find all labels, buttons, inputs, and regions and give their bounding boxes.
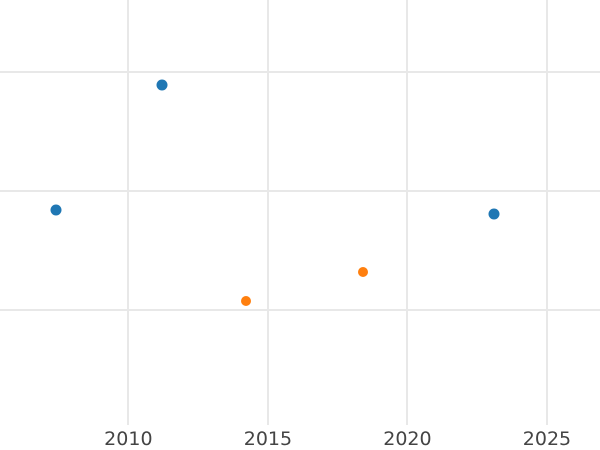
vertical-gridline [266,0,269,425]
x-tick-label: 2020 [383,428,432,450]
blue-series-data-point [156,79,168,91]
x-tick-label: 2015 [243,428,293,450]
horizontal-gridline [0,308,600,311]
vertical-gridline [406,0,409,425]
blue-series-data-point [488,208,500,220]
horizontal-gridline [0,190,600,193]
orange-series-data-point [240,296,251,307]
plot-area [0,0,600,425]
orange-series-data-point [357,266,368,277]
blue-series-data-point [50,204,62,216]
vertical-gridline [127,0,130,425]
x-tick-label: 2025 [522,428,572,450]
vertical-gridline [545,0,548,425]
x-tick-label: 2010 [104,428,153,450]
horizontal-gridline [0,71,600,74]
